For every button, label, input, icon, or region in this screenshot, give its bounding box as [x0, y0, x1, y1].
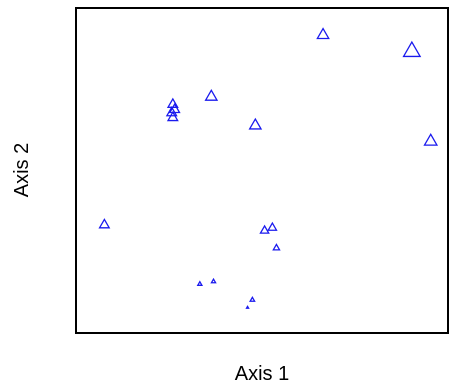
data-point-16	[249, 296, 256, 302]
data-point-2	[402, 40, 422, 58]
data-point-17	[245, 305, 250, 309]
plot-frame	[75, 7, 449, 334]
data-point-6	[165, 106, 178, 117]
data-point-14	[196, 280, 204, 286]
data-point-9	[423, 133, 439, 146]
data-point-12	[267, 221, 278, 231]
data-point-1	[316, 27, 330, 40]
data-point-11	[259, 224, 270, 234]
data-point-7	[166, 110, 179, 122]
data-point-13	[272, 243, 281, 251]
data-point-10	[98, 218, 111, 229]
data-point-3	[204, 88, 219, 101]
data-point-15	[210, 277, 217, 284]
x-axis-label: Axis 1	[235, 363, 289, 384]
points-layer	[98, 27, 439, 309]
y-axis-label: Axis 2	[11, 143, 33, 197]
data-point-8	[248, 117, 263, 130]
